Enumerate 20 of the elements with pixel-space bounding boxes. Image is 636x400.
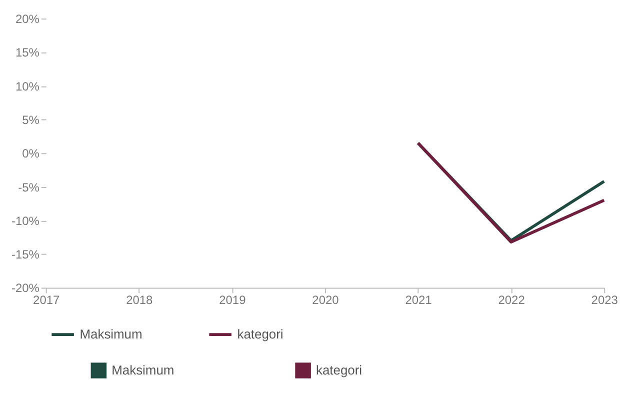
legend-label: kategori [316,362,362,378]
x-tick-label: 2023 [591,293,618,308]
x-tick-label: 2020 [312,293,340,308]
y-tick-label: 0% [22,146,40,161]
y-tick-label: -20% [11,281,40,296]
y-tick-label: -5% [18,180,40,194]
x-tick-label: 2018 [126,293,154,308]
y-tick-label: 5% [22,112,40,127]
y-tick-label: 20% [15,12,40,26]
x-tick-label: 2017 [33,293,60,308]
y-tick-label: -10% [11,214,40,228]
text: kategori [237,326,284,342]
legend-label: Maksimum [112,362,174,378]
y-tick-label: 10% [15,79,40,94]
text: Maksimum [80,326,142,342]
x-tick-label: 2021 [405,293,432,308]
y-tick-label: 15% [15,46,40,60]
x-tick-label: 2019 [219,293,246,308]
x-tick-label: 2022 [498,293,526,308]
y-tick-label: -15% [11,248,40,262]
